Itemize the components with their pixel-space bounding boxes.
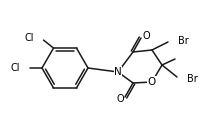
Text: N: N <box>114 67 122 77</box>
Text: Br: Br <box>187 74 198 84</box>
Text: Cl: Cl <box>10 63 20 73</box>
Text: Cl: Cl <box>24 33 33 43</box>
Text: O: O <box>142 31 150 41</box>
Text: Br: Br <box>178 36 189 46</box>
Text: O: O <box>148 77 156 87</box>
Text: O: O <box>116 94 124 104</box>
